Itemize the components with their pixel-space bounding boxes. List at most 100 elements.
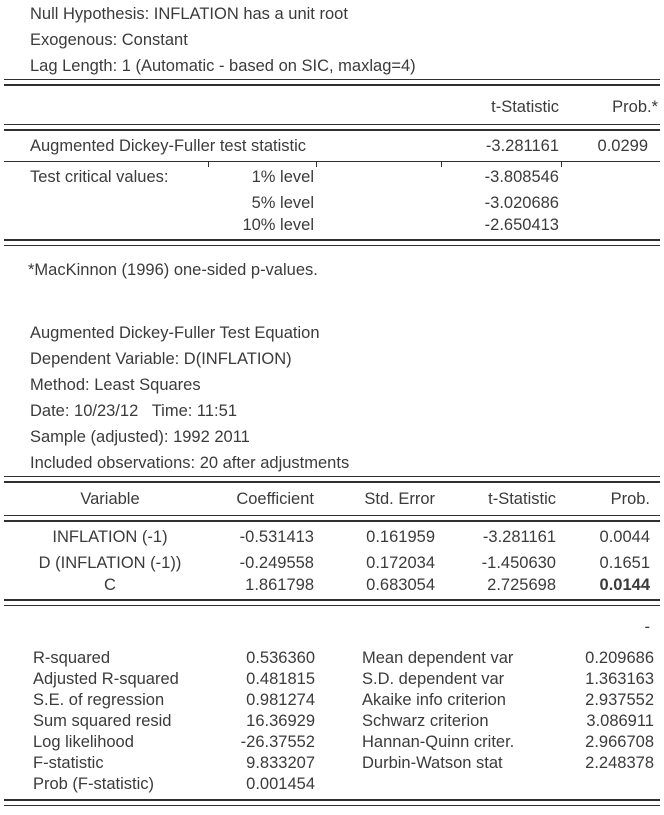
column-tick [561,161,562,167]
stats-row: Sum squared resid 16.36929 Schwarz crite… [4,711,660,732]
equation-title: Augmented Dickey-Fuller Test Equation [30,324,320,342]
adf-table-header-row: t-Statistic Prob.* [4,86,660,124]
sample-line: Sample (adjusted): 1992 2011 [30,428,250,446]
stat-value: 2.937552 [585,691,654,709]
column-tick [316,161,317,167]
critical-value: -3.808546 [484,167,559,186]
stats-row: Prob (F-statistic) 0.001454 [4,774,660,795]
std-error-column-header: Std. Error [364,489,435,508]
method-line: Method: Least Squares [30,376,201,394]
regression-header-row: Variable Coefficient Std. Error t-Statis… [4,483,660,515]
double-rule [4,515,660,522]
date-time-line: Date: 10/23/12 Time: 11:51 [30,402,237,420]
mackinnon-footnote: *MacKinnon (1996) one-sided p-values. [28,261,318,279]
adf-statistic-label: Augmented Dickey-Fuller test statistic [30,136,307,155]
column-tick [208,161,209,167]
double-rule [4,599,660,606]
prob-column-header: Prob.* [612,98,658,116]
column-tick [441,161,442,167]
stat-label: Schwarz criterion [362,712,489,730]
summary-statistics-block: R-squared 0.536360 Mean dependent var 0.… [0,648,664,795]
stat-value: 0.481815 [246,670,315,688]
variable-name: D (INFLATION (-1)) [38,553,182,572]
std-error-value: 0.683054 [366,575,435,594]
stat-label: Durbin-Watson stat [362,754,503,772]
stat-label: Prob (F-statistic) [33,775,155,793]
coefficient-value: 1.861798 [245,575,314,594]
variable-column-header: Variable [80,489,140,508]
stat-label: Log likelihood [33,733,134,751]
std-error-value: 0.161959 [366,527,435,546]
coefficient-value: -0.249558 [239,553,314,572]
coefficient-column-header: Coefficient [236,489,314,508]
std-error-value: 0.172034 [366,553,435,572]
level-label: 10% level [242,215,314,234]
stat-value: 0.981274 [246,691,315,709]
critical-value: -3.020686 [484,193,559,212]
stat-value: 2.966708 [585,733,654,751]
null-hypothesis-line: Null Hypothesis: INFLATION has a unit ro… [30,5,348,23]
stray-dash: - [644,618,651,636]
prob-value: 0.1651 [599,553,650,572]
critical-value-row: 10% level -2.650413 [4,214,660,236]
exogenous-line: Exogenous: Constant [30,31,188,49]
t-statistic-value: -1.450630 [481,553,556,572]
stat-label: Hannan-Quinn criter. [362,733,515,751]
stat-value: 1.363163 [585,670,654,688]
stats-row: S.E. of regression 0.981274 Akaike info … [4,690,660,711]
level-label: 5% level [251,193,314,212]
observations-line: Included observations: 20 after adjustme… [30,454,350,472]
regression-row: D (INFLATION (-1)) -0.249558 0.172034 -1… [4,552,660,574]
stat-value: 2.248378 [585,754,654,772]
stat-value: 0.001454 [246,775,315,793]
critical-values-label: Test critical values: [30,167,169,186]
double-rule [4,124,660,131]
double-rule [4,79,660,86]
stat-label: Adjusted R-squared [33,670,179,688]
t-statistic-column-header: t-Statistic [491,98,559,116]
test-header-block: Null Hypothesis: INFLATION has a unit ro… [0,0,664,79]
stats-row: R-squared 0.536360 Mean dependent var 0.… [4,648,660,669]
regression-row: C 1.861798 0.683054 2.725698 0.0144 [4,574,660,596]
stat-value: 16.36929 [246,712,315,730]
lag-length-line: Lag Length: 1 (Automatic - based on SIC,… [30,57,416,75]
t-statistic-value: -3.281161 [482,527,556,546]
stat-label: S.E. of regression [33,691,165,709]
critical-value-row: Test critical values: 1% level -3.808546 [4,162,660,192]
variable-name: INFLATION (-1) [52,527,168,546]
adf-statistic-value: -3.281161 [485,136,559,155]
regression-row: INFLATION (-1) -0.531413 0.161959 -3.281… [4,522,660,552]
level-label: 1% level [251,167,314,186]
stat-label: Akaike info criterion [362,691,506,709]
single-rule [4,161,660,167]
stat-value: -26.37552 [240,733,315,751]
stat-value: 9.833207 [246,754,315,772]
dependent-variable-line: Dependent Variable: D(INFLATION) [30,350,292,368]
double-rule [4,239,660,246]
stat-label: S.D. dependent var [362,670,505,688]
stat-value: 3.086911 [586,712,654,730]
stat-label: R-squared [33,649,111,667]
stat-label: Sum squared resid [33,712,172,730]
double-rule [4,476,660,483]
t-statistic-column-header: t-Statistic [488,489,556,508]
prob-column-header: Prob. [610,489,650,508]
stats-row: Adjusted R-squared 0.481815 S.D. depende… [4,669,660,690]
stat-value: 0.536360 [246,649,315,667]
stats-row: Log likelihood -26.37552 Hannan-Quinn cr… [4,732,660,753]
stat-label: F-statistic [33,754,104,772]
stat-label: Mean dependent var [362,649,514,667]
stats-row: F-statistic 9.833207 Durbin-Watson stat … [4,753,660,774]
critical-value: -2.650413 [484,215,559,234]
equation-header-block: Augmented Dickey-Fuller Test Equation De… [0,320,664,476]
stat-value: 0.209686 [585,649,654,667]
t-statistic-value: 2.725698 [487,575,556,594]
prob-value: 0.0044 [599,527,650,546]
critical-value-row: 5% level -3.020686 [4,192,660,214]
adf-statistic-prob: 0.0299 [597,136,648,155]
prob-value: 0.0144 [599,575,650,594]
adf-statistic-row: Augmented Dickey-Fuller test statistic -… [4,131,660,161]
double-rule [4,799,660,806]
coefficient-value: -0.531413 [239,527,314,546]
